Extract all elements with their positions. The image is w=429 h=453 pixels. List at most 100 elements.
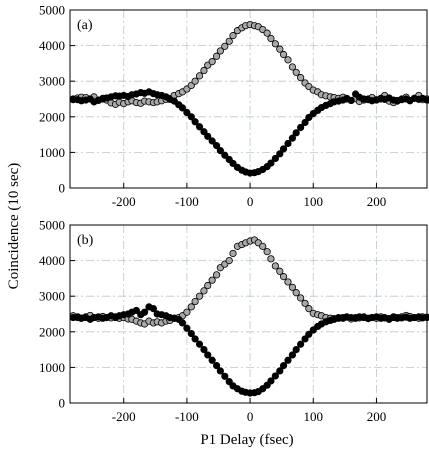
data-point-gray [183, 308, 191, 316]
panel-b: 0 1000 2000 3000 4000 5000 -200 -100 0 100 200 (b) [39, 218, 429, 424]
y-axis-label: Coincidence (10 sec) [6, 163, 22, 290]
x-tick-label: -100 [175, 409, 199, 424]
x-tick-label: 100 [304, 409, 324, 424]
data-point-black [271, 372, 279, 380]
panel-label: (b) [77, 233, 94, 248]
data-point-gray [297, 294, 305, 302]
y-tick-label: 4000 [39, 38, 65, 53]
data-point-black [288, 351, 297, 359]
data-point-black [212, 142, 221, 150]
data-point-gray [229, 249, 237, 258]
data-point-black [149, 305, 158, 313]
data-point-black [216, 147, 224, 155]
panel-a: 0 1000 2000 3000 4000 5000 -200 -100 0 100 200 (a) [39, 3, 429, 209]
data-point-gray [216, 47, 224, 55]
data-point-gray [292, 68, 300, 76]
data-point-black [221, 372, 229, 380]
data-point-gray [292, 289, 300, 297]
data-point-black [267, 377, 275, 385]
data-point-gray [208, 58, 216, 66]
data-point-black [271, 154, 279, 163]
data-point-black [187, 113, 195, 121]
data-point-black [204, 132, 212, 140]
data-point-black [208, 356, 216, 364]
x-tick-label: 0 [247, 194, 254, 209]
data-point-gray [259, 242, 267, 250]
data-point-black [216, 367, 224, 375]
data-point-gray [271, 40, 279, 48]
data-point-gray [187, 303, 195, 311]
y-tick-label: 5000 [39, 218, 65, 233]
data-point-black [284, 356, 292, 364]
y-tick-label: 5000 [39, 3, 65, 18]
y-tick-label: 0 [59, 181, 66, 196]
data-point-black [279, 145, 288, 153]
data-point-gray [263, 29, 271, 37]
data-point-black [423, 96, 429, 104]
data-point-gray [276, 267, 284, 275]
data-point-black [267, 159, 275, 167]
data-point-gray [267, 255, 275, 263]
data-point-gray [212, 52, 221, 60]
data-point-black [276, 367, 284, 375]
data-point-gray [221, 42, 229, 50]
data-point-black [221, 151, 229, 159]
data-point-black [305, 330, 313, 338]
data-point-black [297, 340, 305, 348]
data-point-gray [200, 66, 208, 75]
data-point-black [212, 362, 221, 370]
data-point-gray [263, 248, 271, 256]
data-point-black [132, 306, 140, 315]
data-point-black [297, 123, 305, 132]
data-point-black [292, 129, 300, 137]
data-point-gray [229, 32, 237, 40]
y-tick-label: 1000 [39, 360, 65, 375]
data-point-black [208, 137, 216, 145]
data-point-gray [301, 299, 309, 307]
panel-label: (a) [77, 18, 93, 33]
data-point-gray [284, 278, 292, 286]
data-point-black [305, 113, 313, 122]
data-point-gray [267, 34, 275, 43]
data-point-black [178, 319, 187, 327]
data-point-black [279, 362, 288, 370]
data-point-gray [279, 273, 288, 281]
data-point-gray [225, 256, 233, 265]
data-point-black [292, 345, 300, 354]
data-point-black [200, 128, 208, 136]
data-point-black [423, 313, 429, 322]
data-point-gray [288, 283, 297, 291]
x-tick-label: 200 [367, 194, 387, 209]
data-point-gray [271, 262, 279, 270]
data-point-gray [276, 45, 284, 53]
data-point-black [178, 104, 187, 112]
data-point-gray [225, 37, 233, 45]
data-point-black [191, 335, 199, 343]
data-point-black [195, 340, 204, 348]
data-point-gray [305, 305, 313, 313]
data-point-black [183, 108, 191, 117]
data-point-gray [208, 276, 216, 284]
y-tick-label: 0 [59, 396, 66, 411]
x-tick-label: 200 [367, 409, 387, 424]
data-point-black [183, 324, 191, 332]
data-point-gray [279, 50, 288, 59]
x-axis-label: P1 Delay (fsec) [200, 432, 293, 448]
data-point-black [191, 118, 199, 126]
data-point-gray [284, 56, 292, 64]
y-tick-label: 3000 [39, 74, 65, 89]
data-point-black [187, 329, 195, 338]
data-point-black [140, 308, 149, 316]
data-point-gray [195, 292, 204, 300]
data-point-black [301, 335, 309, 343]
x-tick-label: 0 [247, 409, 254, 424]
data-point-black [276, 150, 284, 158]
x-tick-label: 100 [304, 194, 324, 209]
data-point-gray [200, 287, 208, 295]
x-tick-label: -200 [112, 194, 136, 209]
data-point-black [204, 351, 212, 359]
y-tick-label: 2000 [39, 109, 65, 124]
data-point-gray [212, 271, 221, 279]
x-tick-label: -100 [175, 194, 199, 209]
data-point-gray [191, 297, 199, 306]
